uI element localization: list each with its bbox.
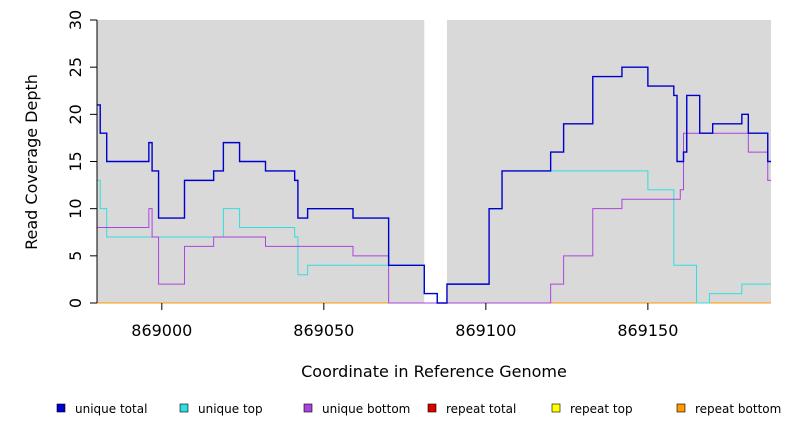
y-tick-label: 15 [66, 151, 85, 171]
y-tick-label: 25 [66, 57, 85, 77]
y-tick-label: 10 [66, 198, 85, 218]
legend-item-repeat-total: repeat total [427, 402, 516, 416]
legend-swatch [551, 403, 561, 413]
legend-label: repeat bottom [695, 402, 781, 416]
legend-label: unique bottom [322, 402, 410, 416]
legend-swatch [427, 403, 437, 413]
y-axis-label: Read Coverage Depth [22, 74, 41, 250]
legend-swatch [56, 403, 66, 413]
y-tick-label: 0 [66, 298, 85, 308]
legend-item-repeat-bottom: repeat bottom [676, 402, 781, 416]
legend-swatch [179, 403, 189, 413]
axes: 0 5 10 15 20 25 30 869000 869050 869100 869150 [66, 10, 678, 340]
x-axis-label: Coordinate in Reference Genome [301, 362, 567, 381]
legend-label: repeat top [570, 402, 633, 416]
legend-item-unique-top: unique top [179, 402, 263, 416]
x-tick-label: 869150 [617, 321, 678, 340]
shaded-region-2 [446, 20, 771, 303]
y-tick-label: 30 [66, 10, 85, 30]
legend-label: unique top [198, 402, 263, 416]
y-tick-label: 5 [66, 251, 85, 261]
x-tick-label: 869100 [455, 321, 516, 340]
y-tick-label: 20 [66, 104, 85, 124]
legend-label: unique total [75, 402, 147, 416]
legend-label: repeat total [446, 402, 516, 416]
plot-background [97, 20, 771, 303]
series-line-unique-total [97, 66, 771, 304]
legend-item-repeat-top: repeat top [551, 402, 633, 416]
series-layer [97, 66, 771, 304]
legend-item-unique-total: unique total [56, 402, 147, 416]
legend-swatch [676, 403, 686, 413]
legend: unique total unique top unique bottom repea… [56, 402, 781, 416]
x-tick-label: 869000 [131, 321, 192, 340]
x-tick-label: 869050 [293, 321, 354, 340]
legend-swatch [303, 403, 313, 413]
legend-item-unique-bottom: unique bottom [303, 402, 410, 416]
